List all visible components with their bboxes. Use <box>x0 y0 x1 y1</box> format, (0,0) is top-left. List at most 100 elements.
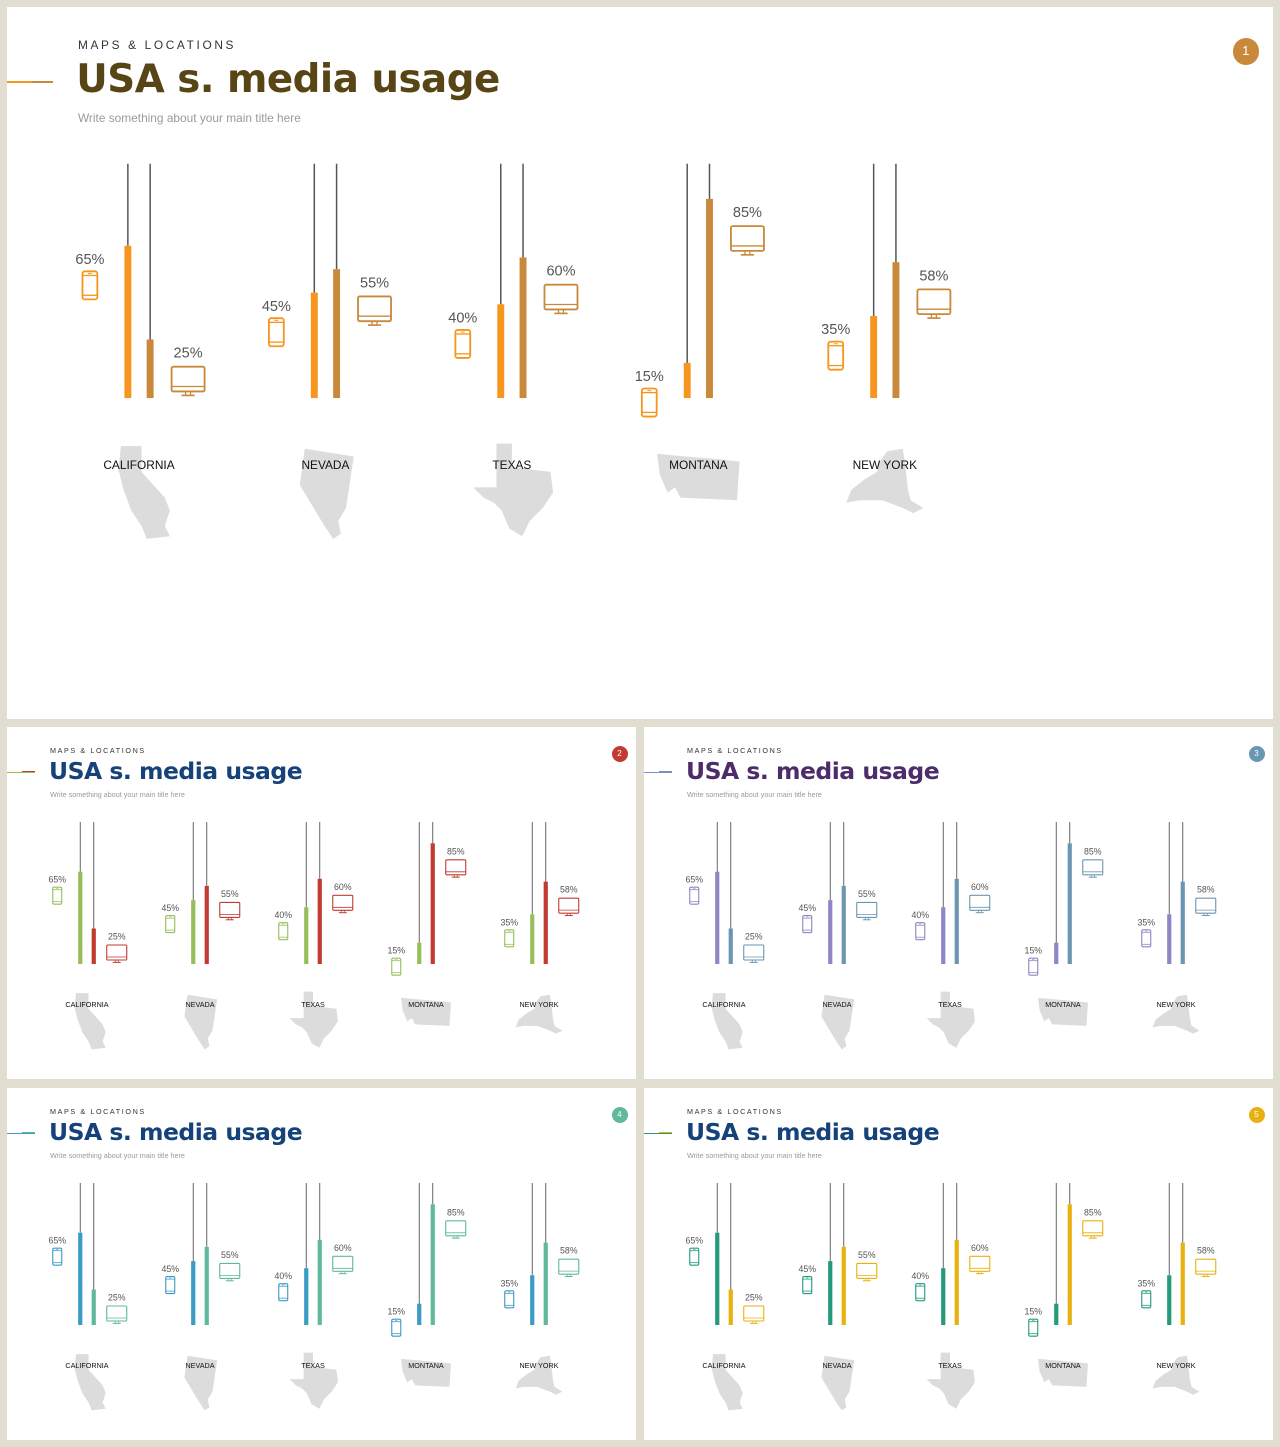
value-label: 35% <box>1137 1278 1155 1288</box>
mobile-bar <box>683 362 691 399</box>
mobile-icon <box>802 1276 813 1295</box>
desktop-bar <box>430 843 435 964</box>
value-label: 25% <box>745 932 763 942</box>
state-group-nevada: NEVADA 45% 55% <box>161 1183 241 1411</box>
value-label: 55% <box>360 275 389 291</box>
state-group-new-york: NEW YORK 35% 58% <box>821 163 952 514</box>
value-label: 15% <box>1024 946 1042 956</box>
desktop-bar <box>841 885 846 964</box>
value-label: 65% <box>48 875 66 885</box>
section-kicker: MAPS & LOCATIONS <box>50 1107 146 1116</box>
desktop-bar <box>706 198 713 399</box>
desktop-bar <box>146 339 154 399</box>
state-map-new-york <box>515 994 563 1034</box>
section-kicker: MAPS & LOCATIONS <box>77 38 237 53</box>
mobile-icon <box>689 1247 700 1266</box>
desktop-bar <box>1180 881 1185 964</box>
mobile-icon <box>689 886 700 905</box>
mobile-icon <box>278 1283 289 1302</box>
title-accent-line <box>7 771 35 773</box>
mobile-icon <box>1028 957 1039 976</box>
state-group-montana: MONTANA 15% 85% <box>635 163 765 501</box>
state-label: NEVADA <box>185 1361 214 1370</box>
mobile-bar <box>124 245 132 399</box>
mobile-bar <box>78 1232 83 1325</box>
desktop-icon <box>445 859 467 878</box>
mobile-icon <box>640 387 658 418</box>
state-group-new-york: NEW YORK 35% 58% <box>1137 1183 1217 1395</box>
desktop-icon <box>1195 897 1217 917</box>
value-label: 25% <box>174 346 203 362</box>
state-group-california: CALIFORNIA 65% 25% <box>685 822 765 1050</box>
slide-number-badge: 3 <box>1248 746 1265 762</box>
state-map-montana <box>1038 997 1088 1026</box>
mobile-bar <box>1167 914 1172 964</box>
state-label: NEVADA <box>301 458 349 472</box>
desktop-bar <box>728 928 733 964</box>
state-group-texas: TEXAS 40% 60% <box>911 1183 991 1409</box>
section-kicker: MAPS & LOCATIONS <box>687 1107 783 1116</box>
state-label: NEVADA <box>822 1361 851 1370</box>
desktop-bar <box>519 257 527 399</box>
mobile-bar <box>715 1232 720 1325</box>
slide-4: MAPS & LOCATIONS USA s. media usage Write … <box>7 1088 636 1440</box>
value-label: 40% <box>911 1271 929 1281</box>
state-label: MONTANA <box>1045 1000 1081 1009</box>
desktop-bar <box>1067 843 1072 964</box>
desktop-bar <box>1067 1204 1072 1325</box>
state-map-california <box>74 1354 106 1411</box>
state-map-california <box>711 993 743 1050</box>
mobile-bar <box>828 1261 833 1325</box>
slide-number-badge: 4 <box>611 1107 628 1123</box>
state-label: NEW YORK <box>1156 1361 1195 1370</box>
state-group-nevada: NEVADA 45% 55% <box>262 163 392 539</box>
desktop-icon <box>969 1255 991 1275</box>
page-subtitle: Write something about your main title he… <box>50 790 185 799</box>
state-label: NEW YORK <box>519 1361 558 1370</box>
section-kicker: MAPS & LOCATIONS <box>687 746 783 755</box>
desktop-bar <box>892 262 900 399</box>
value-label: 40% <box>274 910 292 920</box>
state-label: TEXAS <box>492 458 531 472</box>
value-label: 15% <box>387 946 405 956</box>
desktop-icon <box>332 1255 354 1275</box>
state-map-new-york <box>515 1355 563 1395</box>
mobile-bar <box>78 871 83 964</box>
desktop-bar <box>91 928 96 964</box>
mobile-bar <box>715 871 720 964</box>
page-subtitle: Write something about your main title he… <box>687 1151 822 1160</box>
mobile-icon <box>1141 1290 1152 1309</box>
mobile-icon <box>81 270 99 301</box>
value-label: 35% <box>1137 917 1155 927</box>
state-map-montana <box>1038 1358 1088 1387</box>
mobile-bar <box>530 914 535 964</box>
state-group-montana: MONTANA 15% 85% <box>387 1183 467 1387</box>
mobile-icon <box>391 1318 402 1337</box>
value-label: 85% <box>447 1207 465 1217</box>
desktop-icon <box>1195 1258 1217 1278</box>
value-label: 15% <box>387 1307 405 1317</box>
title-accent-line <box>644 1132 672 1134</box>
page-title: USA s. media usage <box>49 1118 303 1146</box>
page-subtitle: Write something about your main title he… <box>77 110 301 125</box>
state-label: MONTANA <box>1045 1361 1081 1370</box>
slide-2: MAPS & LOCATIONS USA s. media usage Write … <box>7 727 636 1079</box>
state-label: NEW YORK <box>853 458 918 472</box>
mobile-bar <box>1054 1303 1059 1325</box>
value-label: 58% <box>919 268 948 284</box>
state-map-texas <box>926 991 975 1048</box>
state-map-montana <box>401 997 451 1026</box>
value-label: 58% <box>1197 885 1215 895</box>
media-usage-chart: CALIFORNIA 65% 25% NEVADA 45% 55% TEXAS 40% 60% M… <box>685 822 1217 1050</box>
desktop-bar <box>728 1289 733 1325</box>
section-kicker: MAPS & LOCATIONS <box>50 746 146 755</box>
mobile-bar <box>310 292 318 399</box>
mobile-bar <box>828 900 833 964</box>
mobile-bar <box>417 1303 422 1325</box>
mobile-bar <box>530 1275 535 1325</box>
value-label: 65% <box>75 252 104 268</box>
state-group-montana: MONTANA 15% 85% <box>1024 1183 1104 1387</box>
mobile-icon <box>504 1290 515 1309</box>
desktop-icon <box>445 1220 467 1239</box>
state-map-montana <box>401 1358 451 1387</box>
